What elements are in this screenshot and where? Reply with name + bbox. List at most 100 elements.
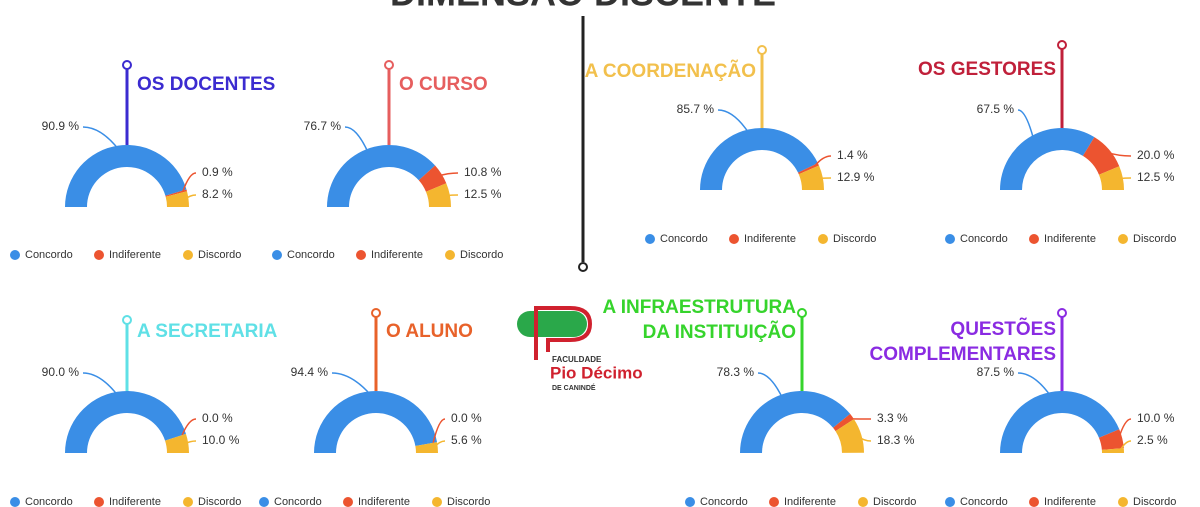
donut-segment bbox=[65, 145, 187, 207]
legend-marker bbox=[272, 250, 282, 260]
leader-line bbox=[445, 194, 459, 197]
divider-knob bbox=[578, 262, 588, 272]
legend-marker bbox=[183, 497, 193, 507]
logo-text: FACULDADE bbox=[552, 355, 602, 364]
leader-line bbox=[1017, 109, 1035, 140]
legend-marker bbox=[343, 497, 353, 507]
chart-title: A COORDENAÇÃO bbox=[585, 60, 756, 82]
leader-line bbox=[1105, 151, 1132, 157]
legend-label: Discordo bbox=[873, 496, 916, 507]
logo: FACULDADE Pio Décimo DE CANINDÉ bbox=[517, 306, 643, 392]
donut-segment bbox=[833, 413, 854, 432]
donut-segment bbox=[65, 391, 186, 453]
donut-segment bbox=[835, 419, 864, 453]
donut-segment bbox=[165, 433, 189, 453]
leader-line bbox=[1117, 418, 1132, 440]
donut-segment bbox=[700, 128, 818, 190]
legend-marker bbox=[1118, 234, 1128, 244]
legend-marker bbox=[10, 250, 20, 260]
legend-marker bbox=[432, 497, 442, 507]
chart-title: A INFRAESTRUTURA bbox=[602, 297, 796, 318]
value-label: 0.9 % bbox=[202, 165, 233, 179]
value-label: 78.3 % bbox=[717, 365, 755, 379]
legend-label: Indiferente bbox=[784, 496, 836, 507]
legend-label: Indiferente bbox=[109, 249, 161, 261]
value-label: 3.3 % bbox=[877, 411, 908, 425]
leader-line bbox=[1118, 177, 1132, 180]
donut-segment bbox=[798, 163, 819, 175]
title-knob bbox=[1057, 40, 1067, 50]
leader-line bbox=[82, 126, 120, 151]
legend-marker bbox=[1029, 234, 1039, 244]
donut-segment bbox=[425, 183, 451, 207]
logo-shape bbox=[517, 311, 587, 337]
legend-label: Indiferente bbox=[1044, 233, 1096, 245]
donut-segment bbox=[418, 165, 447, 192]
legend-label: Discordo bbox=[460, 249, 503, 261]
legend-marker bbox=[10, 497, 20, 507]
value-label: 87.5 % bbox=[977, 365, 1015, 379]
logo-text: DE CANINDÉ bbox=[552, 383, 596, 392]
legend-label: Discordo bbox=[447, 496, 490, 507]
title-knob bbox=[384, 60, 394, 70]
value-label: 94.4 % bbox=[291, 365, 329, 379]
value-label: 85.7 % bbox=[677, 102, 715, 116]
legend-label: Discordo bbox=[1133, 233, 1176, 245]
legend-marker bbox=[945, 497, 955, 507]
legend-marker bbox=[1029, 497, 1039, 507]
chart-title: COMPLEMENTARES bbox=[870, 344, 1056, 365]
leader-line bbox=[1017, 372, 1052, 397]
title-knob bbox=[122, 315, 132, 325]
chart-title: O ALUNO bbox=[386, 321, 473, 342]
legend-marker bbox=[729, 234, 739, 244]
legend-label: Discordo bbox=[1133, 496, 1176, 507]
chart-title: OS DOCENTES bbox=[137, 74, 275, 95]
legend-label: Indiferente bbox=[1044, 496, 1096, 507]
leader-line bbox=[181, 418, 197, 436]
legend-marker bbox=[645, 234, 655, 244]
value-label: 12.5 % bbox=[464, 187, 502, 201]
leader-line bbox=[344, 126, 369, 154]
leader-line bbox=[814, 155, 832, 167]
legend-label: Indiferente bbox=[371, 249, 423, 261]
legend-marker bbox=[818, 234, 828, 244]
legend-label: Concordo bbox=[700, 496, 748, 507]
title-knob bbox=[797, 308, 807, 318]
leader-line bbox=[717, 109, 750, 134]
leader-line bbox=[182, 172, 197, 192]
legend-marker bbox=[356, 250, 366, 260]
value-label: 67.5 % bbox=[977, 102, 1015, 116]
legend-marker bbox=[259, 497, 269, 507]
legend-label: Concordo bbox=[274, 496, 322, 507]
donut-segment bbox=[1101, 448, 1124, 453]
donut-segment bbox=[798, 165, 824, 190]
donut-segment bbox=[1082, 137, 1120, 175]
value-label: 10.0 % bbox=[202, 433, 240, 447]
value-label: 12.9 % bbox=[837, 170, 875, 184]
chart-title: A SECRETARIA bbox=[137, 321, 278, 342]
value-label: 8.2 % bbox=[202, 187, 233, 201]
value-label: 1.4 % bbox=[837, 148, 868, 162]
legend-marker bbox=[945, 234, 955, 244]
value-label: 10.8 % bbox=[464, 165, 502, 179]
legend-label: Indiferente bbox=[358, 496, 410, 507]
donut-segment bbox=[326, 144, 436, 207]
donut-segment bbox=[1098, 166, 1124, 190]
value-label: 90.0 % bbox=[42, 365, 80, 379]
chart-title: O CURSO bbox=[399, 74, 488, 95]
legend-marker bbox=[858, 497, 868, 507]
logo-p bbox=[534, 306, 593, 360]
legend-label: Indiferente bbox=[109, 496, 161, 507]
value-label: 0.0 % bbox=[202, 411, 233, 425]
legend-label: Indiferente bbox=[744, 233, 796, 245]
value-label: 5.6 % bbox=[451, 433, 482, 447]
logo-text: Pio Décimo bbox=[550, 363, 643, 382]
value-label: 90.9 % bbox=[42, 119, 80, 133]
legend-label: Concordo bbox=[25, 249, 73, 261]
donut-segment bbox=[740, 391, 851, 453]
chart-title: OS GESTORES bbox=[918, 59, 1056, 80]
legend-label: Discordo bbox=[198, 496, 241, 507]
title-knob bbox=[1057, 308, 1067, 318]
leader-line bbox=[433, 440, 446, 449]
